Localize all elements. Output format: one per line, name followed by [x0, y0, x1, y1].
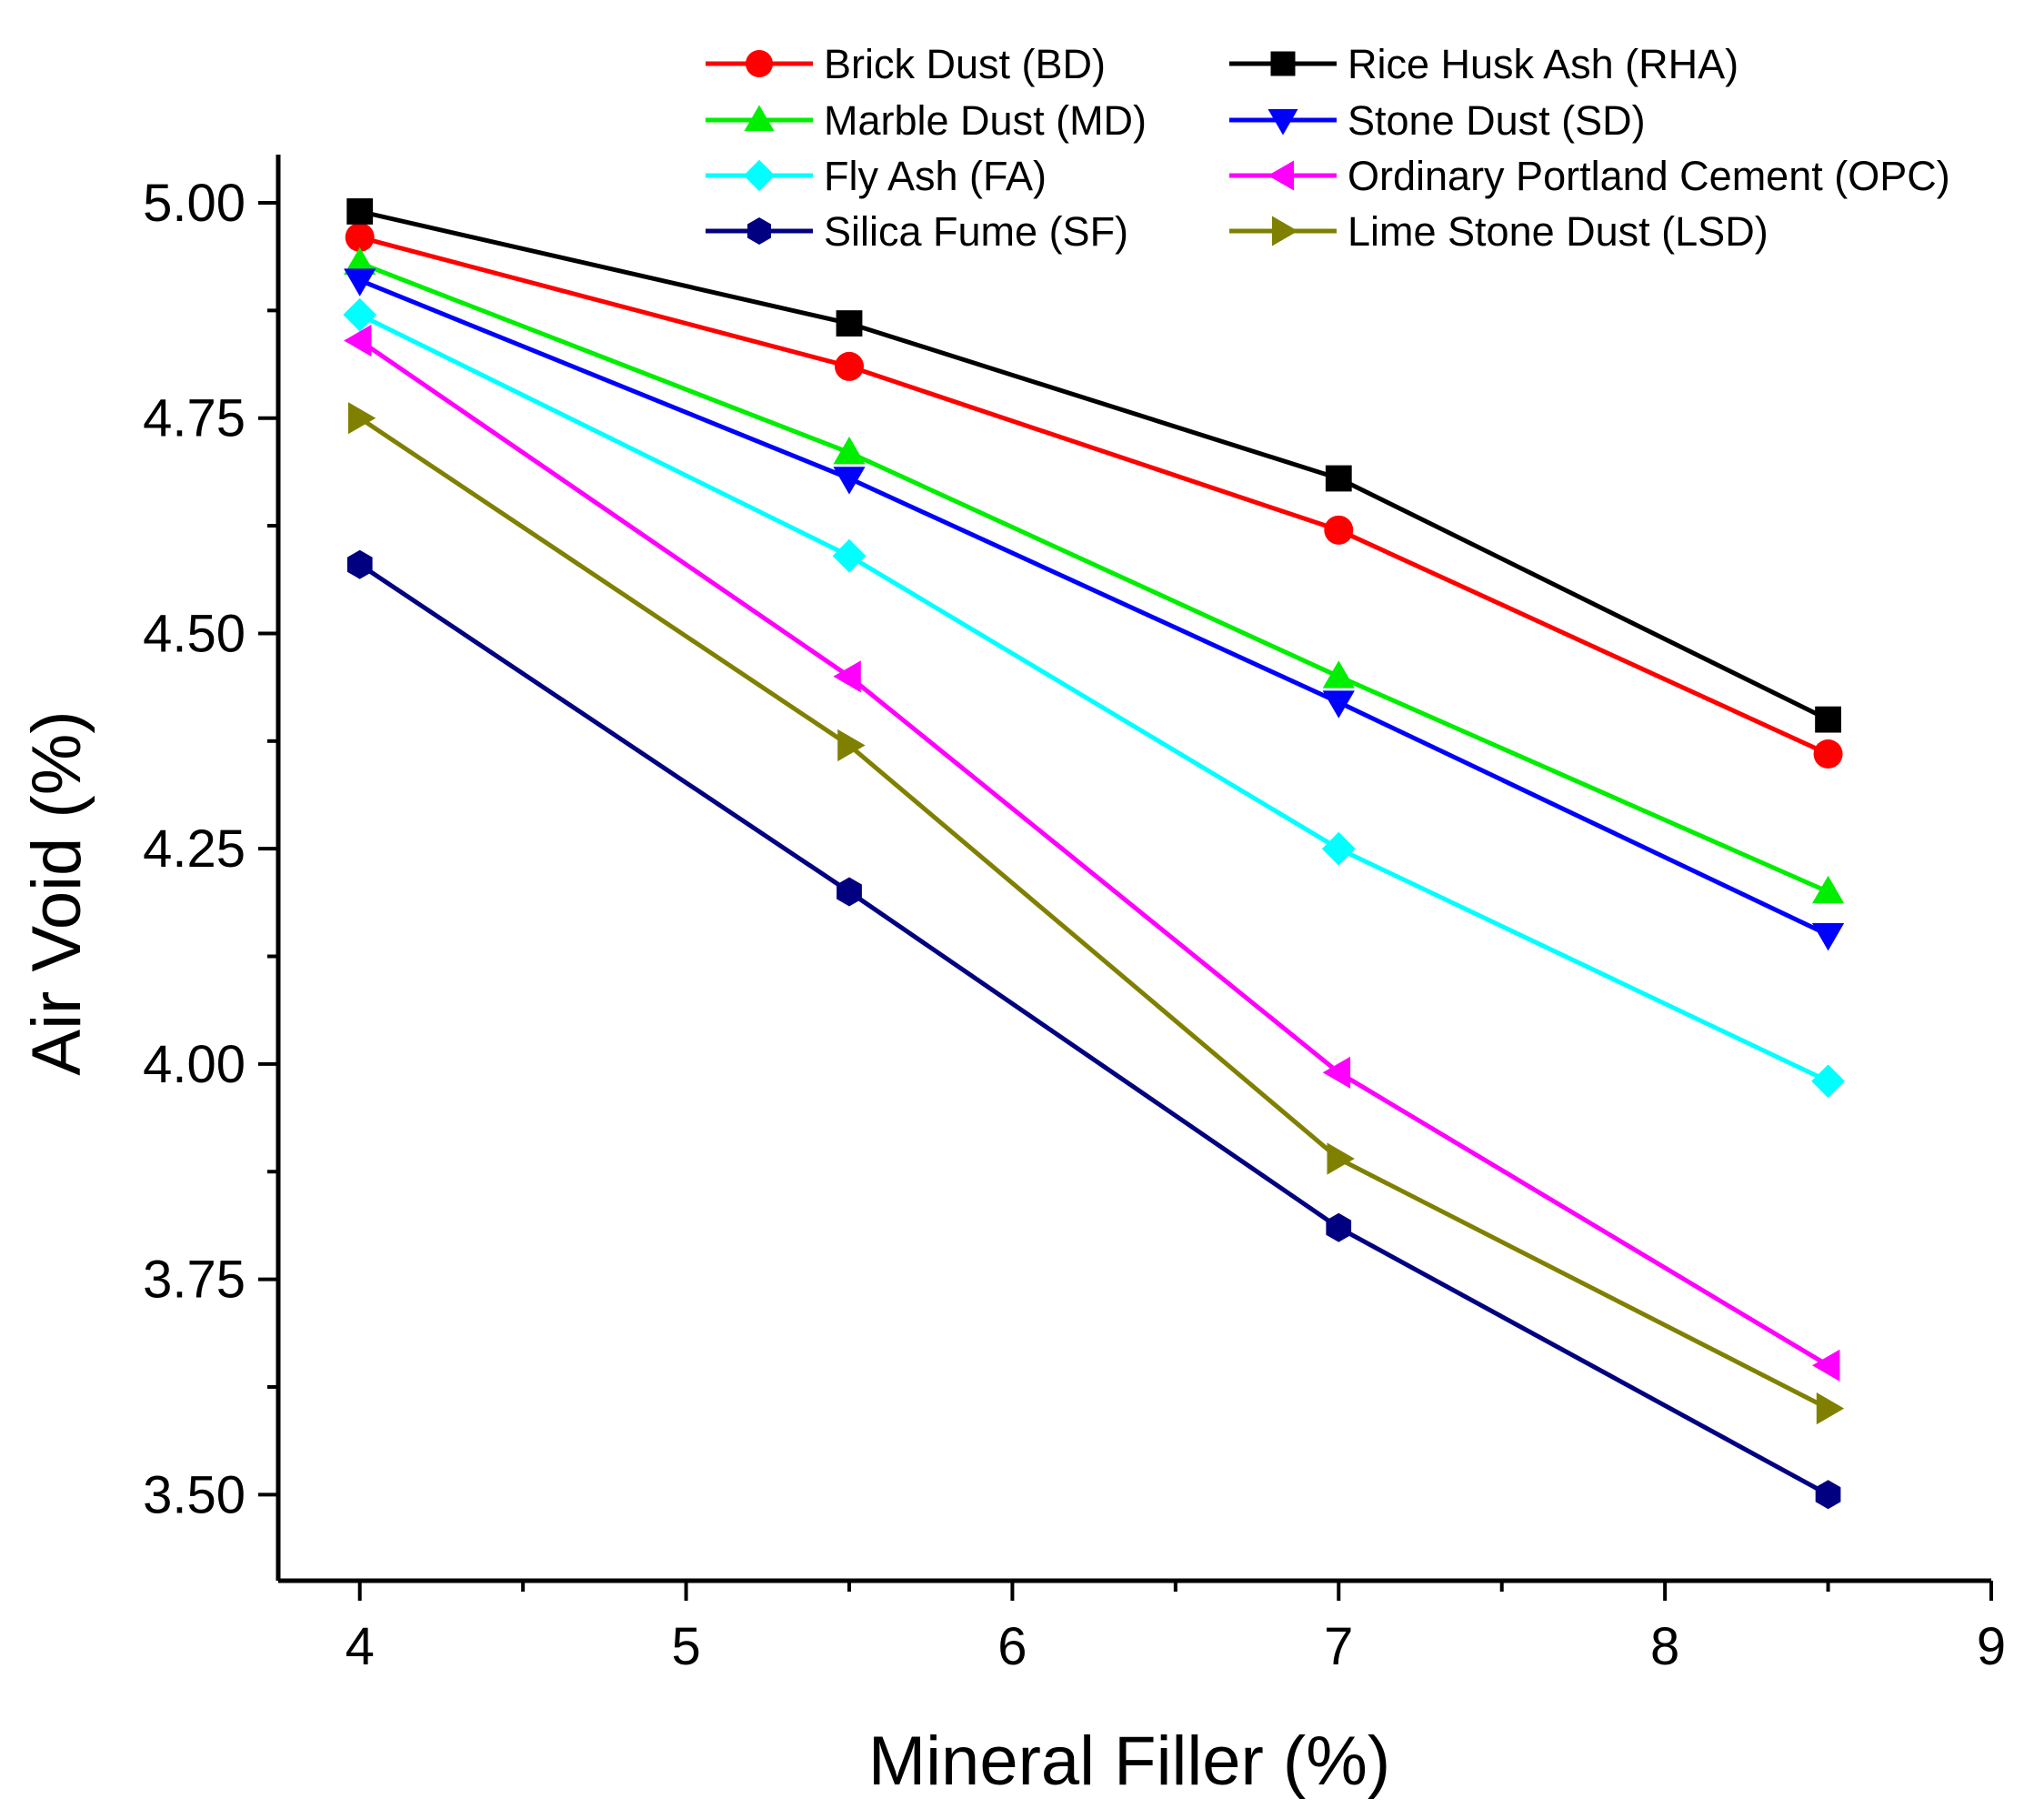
legend-item: Brick Dust (BD): [706, 41, 1106, 87]
legend-item: Silica Fume (SF): [706, 208, 1128, 255]
data-point: [344, 324, 372, 357]
legend-label: Rice Husk Ash (RHA): [1348, 41, 1738, 87]
legend-item: Lime Stone Dust (LSD): [1229, 208, 1768, 255]
x-tick-label: 7: [1324, 1617, 1353, 1676]
series-line: [358, 562, 1829, 1497]
legend-label: Ordinary Portland Cement (OPC): [1348, 153, 1950, 199]
x-tick-label: 8: [1650, 1617, 1679, 1676]
legend-item: Marble Dust (MD): [706, 97, 1147, 144]
legend-item: Rice Husk Ash (RHA): [1229, 41, 1738, 87]
data-point: [1321, 831, 1356, 866]
data-point: [1326, 1212, 1352, 1242]
legend-marker: [746, 50, 773, 77]
data-point: [345, 222, 375, 252]
data-point: [833, 467, 866, 495]
y-tick-label: 4.25: [143, 819, 245, 879]
data-point: [1811, 1064, 1845, 1099]
x-tick-label: 6: [997, 1617, 1027, 1676]
legend-label: Lime Stone Dust (LSD): [1348, 208, 1768, 255]
data-point: [347, 402, 376, 435]
legend-label: Stone Dust (SD): [1348, 97, 1646, 144]
data-point: [343, 297, 377, 332]
data-point: [1322, 660, 1355, 688]
legend-item: Fly Ash (FA): [706, 153, 1047, 199]
data-point: [344, 268, 376, 296]
y-axis-title: Air Void (%): [18, 710, 95, 1075]
data-point: [837, 877, 862, 907]
y-tick-label: 5.00: [143, 174, 245, 233]
series-line: [359, 209, 1829, 722]
data-point: [346, 549, 373, 579]
data-point: [1325, 465, 1352, 492]
series-line: [358, 260, 1829, 894]
series-line: [359, 235, 1829, 757]
axes: 4 5 6 7 8 9 3.50 3.75 4.00 4.25 4.50 4.75 5.00: [143, 155, 2006, 1676]
data-point: [1322, 1056, 1351, 1089]
data-point: [1813, 739, 1843, 769]
data-point: [1816, 1392, 1845, 1425]
series-1: [346, 198, 1841, 733]
legend-item: Stone Dust (SD): [1229, 97, 1646, 144]
legend: Brick Dust (BD) Rice Husk Ash (RHA) Marble…: [706, 41, 1950, 255]
series-2: [344, 246, 1845, 904]
legend-label: Silica Fume (SF): [824, 208, 1128, 255]
data-point: [344, 246, 376, 276]
series-7: [347, 402, 1845, 1425]
y-tick-label: 4.50: [143, 604, 245, 663]
x-tick-label: 9: [1977, 1617, 2006, 1676]
data-point: [1812, 923, 1845, 951]
legend-marker: [1267, 109, 1298, 136]
legend-marker: [743, 159, 776, 192]
legend-marker: [744, 105, 775, 131]
x-axis-title: Mineral Filler (%): [868, 1723, 1390, 1800]
y-tick-label: 4.75: [143, 389, 245, 448]
series-line: [358, 312, 1829, 1084]
legend-marker: [747, 217, 771, 245]
data-point: [1327, 1142, 1355, 1175]
y-tick-label: 3.50: [143, 1465, 245, 1524]
series-line: [358, 338, 1829, 1368]
legend-marker: [1270, 51, 1296, 76]
legend-marker: [1267, 160, 1294, 191]
x-tick-label: 4: [346, 1617, 375, 1676]
x-tick-label: 5: [671, 1617, 700, 1676]
series-4: [343, 297, 1845, 1099]
y-tick-label: 4.00: [143, 1035, 245, 1094]
data-point: [837, 729, 866, 762]
data-point: [346, 198, 374, 225]
series-0: [345, 222, 1843, 769]
y-tick-label: 3.75: [143, 1251, 245, 1310]
data-point: [833, 660, 861, 693]
data-point: [1812, 1349, 1840, 1382]
data-point: [1815, 706, 1841, 733]
series-3: [344, 268, 1845, 951]
series-5: [344, 324, 1840, 1382]
data-point: [833, 437, 866, 465]
data-point: [1812, 875, 1845, 904]
data-point: [832, 538, 867, 573]
data-point: [836, 310, 863, 337]
data-point: [1324, 515, 1354, 545]
series-line: [358, 416, 1829, 1411]
series-line: [358, 277, 1829, 938]
legend-label: Fly Ash (FA): [824, 153, 1047, 199]
legend-marker: [1272, 216, 1298, 246]
series-6: [346, 549, 1841, 1510]
legend-label: Marble Dust (MD): [824, 97, 1147, 144]
data-point: [1322, 690, 1355, 719]
legend-item: Ordinary Portland Cement (OPC): [1229, 153, 1950, 199]
data-point: [1815, 1480, 1841, 1510]
legend-label: Brick Dust (BD): [824, 41, 1106, 87]
series-layer: [343, 198, 1845, 1510]
data-point: [835, 351, 864, 381]
